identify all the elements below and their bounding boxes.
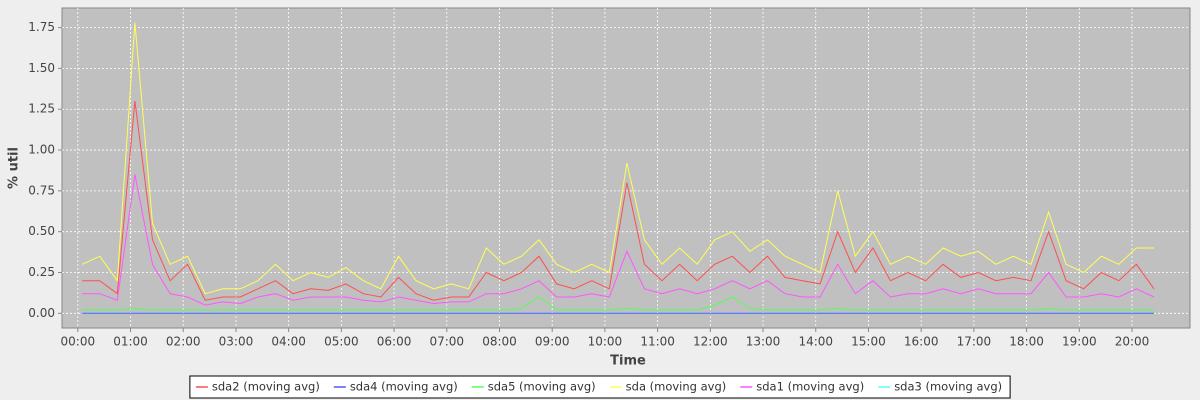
y-tick-label: 1.50 (28, 61, 55, 75)
legend-box (189, 375, 1011, 399)
y-tick-label: 0.25 (28, 265, 55, 279)
x-tick-label: 15:00 (851, 335, 886, 349)
legend-label: sda (moving avg) (626, 380, 727, 394)
x-tick-label: 10:00 (588, 335, 623, 349)
legend-item: sda1 (moving avg) (740, 380, 864, 394)
x-tick-label: 16:00 (904, 335, 939, 349)
x-tick-label: 19:00 (1062, 335, 1097, 349)
legend-label: sda4 (moving avg) (350, 380, 458, 394)
x-tick-label: 05:00 (324, 335, 359, 349)
series-line (82, 101, 1155, 301)
x-tick-label: 07:00 (429, 335, 464, 349)
x-tick-label: 04:00 (271, 335, 306, 349)
x-tick-label: 17:00 (957, 335, 992, 349)
legend-label: sda5 (moving avg) (488, 380, 596, 394)
x-tick-label: 06:00 (377, 335, 412, 349)
y-tick-label: 1.25 (28, 102, 55, 116)
x-tick-label: 11:00 (640, 335, 675, 349)
x-tick-label: 12:00 (693, 335, 728, 349)
x-tick-label: 08:00 (482, 335, 517, 349)
x-tick-label: 18:00 (1009, 335, 1044, 349)
y-tick-label: 0.50 (28, 224, 55, 238)
legend-item: sda (moving avg) (609, 380, 727, 394)
legend-label: sda3 (moving avg) (894, 380, 1002, 394)
legend-item: sda2 (moving avg) (195, 380, 320, 394)
legend-item: sda4 (moving avg) (333, 380, 458, 394)
x-axis-label: Time (610, 354, 646, 369)
series-line (81, 22, 1154, 295)
x-tick-label: 13:00 (746, 335, 781, 349)
legend: sda2 (moving avg) sda4 (moving avg) sda5 (… (189, 375, 1011, 399)
legend-item: sda5 (moving avg) (471, 380, 596, 394)
x-tick-label: 01:00 (113, 335, 148, 349)
series-line (82, 174, 1155, 306)
y-tick-label: 1.75 (28, 20, 55, 34)
y-axis-label: % util (7, 147, 22, 189)
series-line (82, 296, 1154, 311)
legend-label: sda2 (moving avg) (212, 380, 320, 394)
y-tick-label: 0.75 (28, 183, 55, 197)
x-tick-label: 20:00 (1115, 335, 1150, 349)
y-tick-label: 1.00 (28, 143, 55, 157)
legend-item: sda3 (moving avg) (878, 380, 1002, 394)
x-tick-label: 09:00 (535, 335, 570, 349)
y-tick-label: 0.00 (28, 306, 55, 320)
legend-label: sda1 (moving avg) (756, 380, 864, 394)
x-tick-label: 00:00 (61, 335, 96, 349)
x-tick-label: 14:00 (798, 335, 833, 349)
x-tick-label: 03:00 (219, 335, 254, 349)
x-tick-label: 02:00 (166, 335, 201, 349)
